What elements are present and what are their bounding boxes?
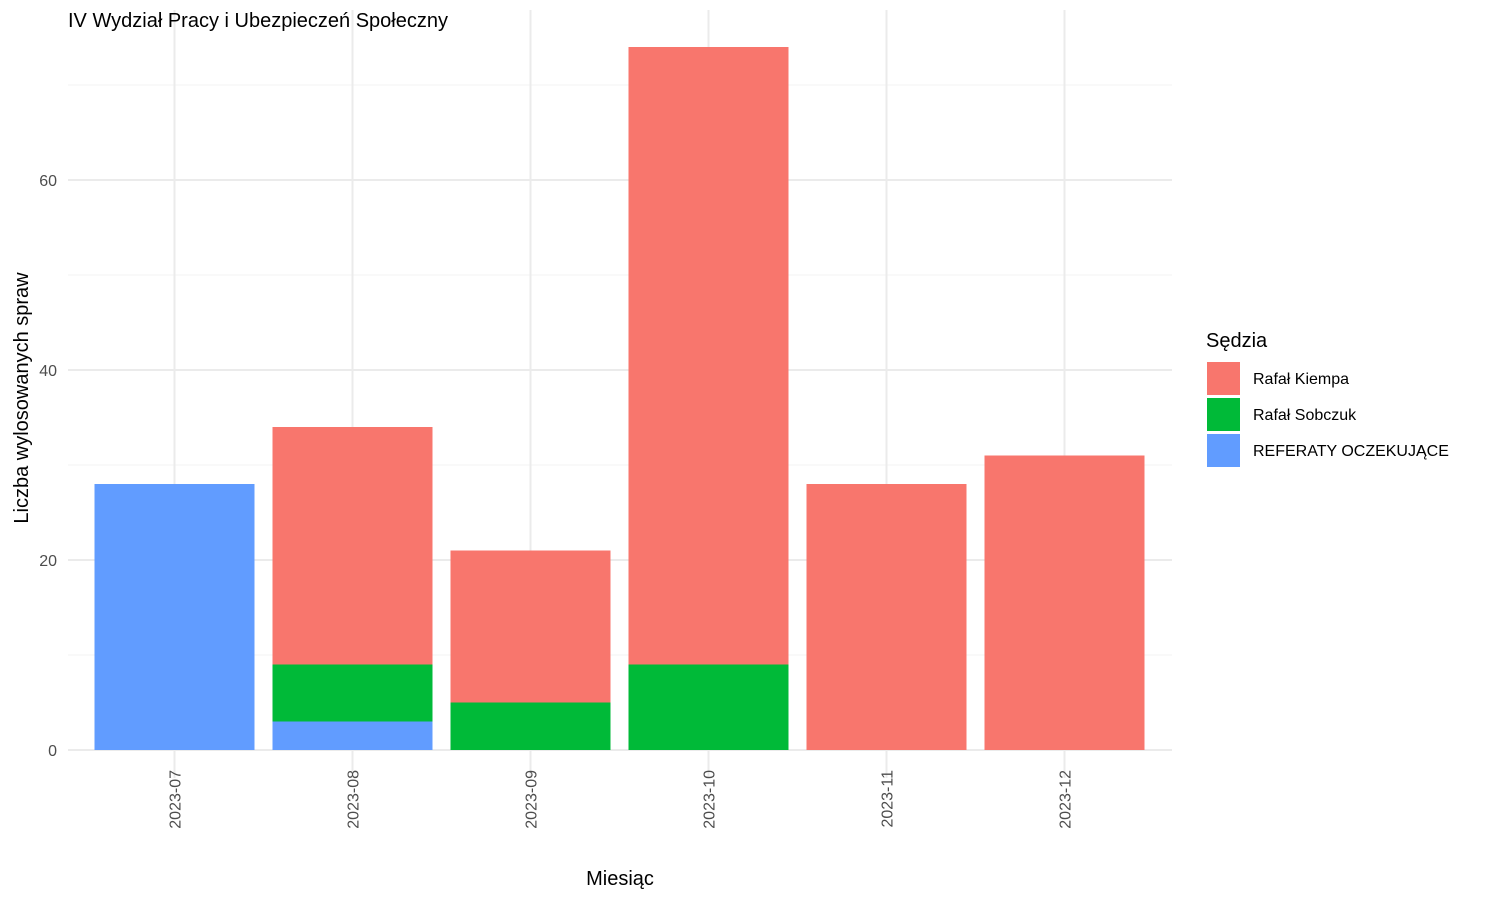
legend: Sędzia Rafał Kiempa Rafał Sobczuk REFERATY… bbox=[1206, 330, 1449, 467]
y-tick-label: 20 bbox=[39, 553, 57, 570]
x-tick-label: 2023-11 bbox=[880, 770, 897, 828]
bar-segment bbox=[806, 484, 967, 750]
chart-title: IV Wydział Pracy i Ubezpieczeń Społeczny bbox=[68, 10, 448, 32]
legend-label: Rafał Sobczuk bbox=[1253, 407, 1357, 424]
legend-swatch bbox=[1207, 434, 1240, 467]
x-axis-label: Miesiąc bbox=[586, 868, 654, 890]
axes: 0 20 40 60 2023-07 2023-08 2023-09 2023-10 2023-… bbox=[39, 173, 1074, 829]
y-tick-label: 0 bbox=[48, 743, 57, 760]
bar-segment bbox=[628, 47, 789, 665]
bar-segment bbox=[450, 702, 611, 750]
x-tick-label: 2023-12 bbox=[1058, 770, 1075, 829]
y-axis-label: Liczba wylosowanych spraw bbox=[11, 272, 33, 524]
legend-swatch bbox=[1207, 362, 1240, 395]
bar-segment bbox=[984, 455, 1145, 750]
legend-label: Rafał Kiempa bbox=[1253, 371, 1349, 388]
y-tick-label: 40 bbox=[39, 363, 57, 380]
x-tick-label: 2023-07 bbox=[168, 770, 185, 829]
bar-segment bbox=[94, 484, 255, 750]
x-tick-label: 2023-09 bbox=[524, 770, 541, 829]
legend-label: REFERATY OCZEKUJĄCE bbox=[1253, 443, 1449, 460]
bar-segment bbox=[450, 550, 611, 703]
x-tick-label: 2023-08 bbox=[346, 770, 363, 829]
legend-title: Sędzia bbox=[1206, 330, 1268, 352]
x-tick-label: 2023-10 bbox=[702, 770, 719, 829]
bar-segment bbox=[272, 427, 433, 665]
bars bbox=[94, 47, 1145, 750]
bar-segment bbox=[628, 664, 789, 750]
bar-segment bbox=[272, 721, 433, 750]
legend-swatch bbox=[1207, 398, 1240, 431]
bar-segment bbox=[272, 664, 433, 722]
y-tick-label: 60 bbox=[39, 173, 57, 190]
